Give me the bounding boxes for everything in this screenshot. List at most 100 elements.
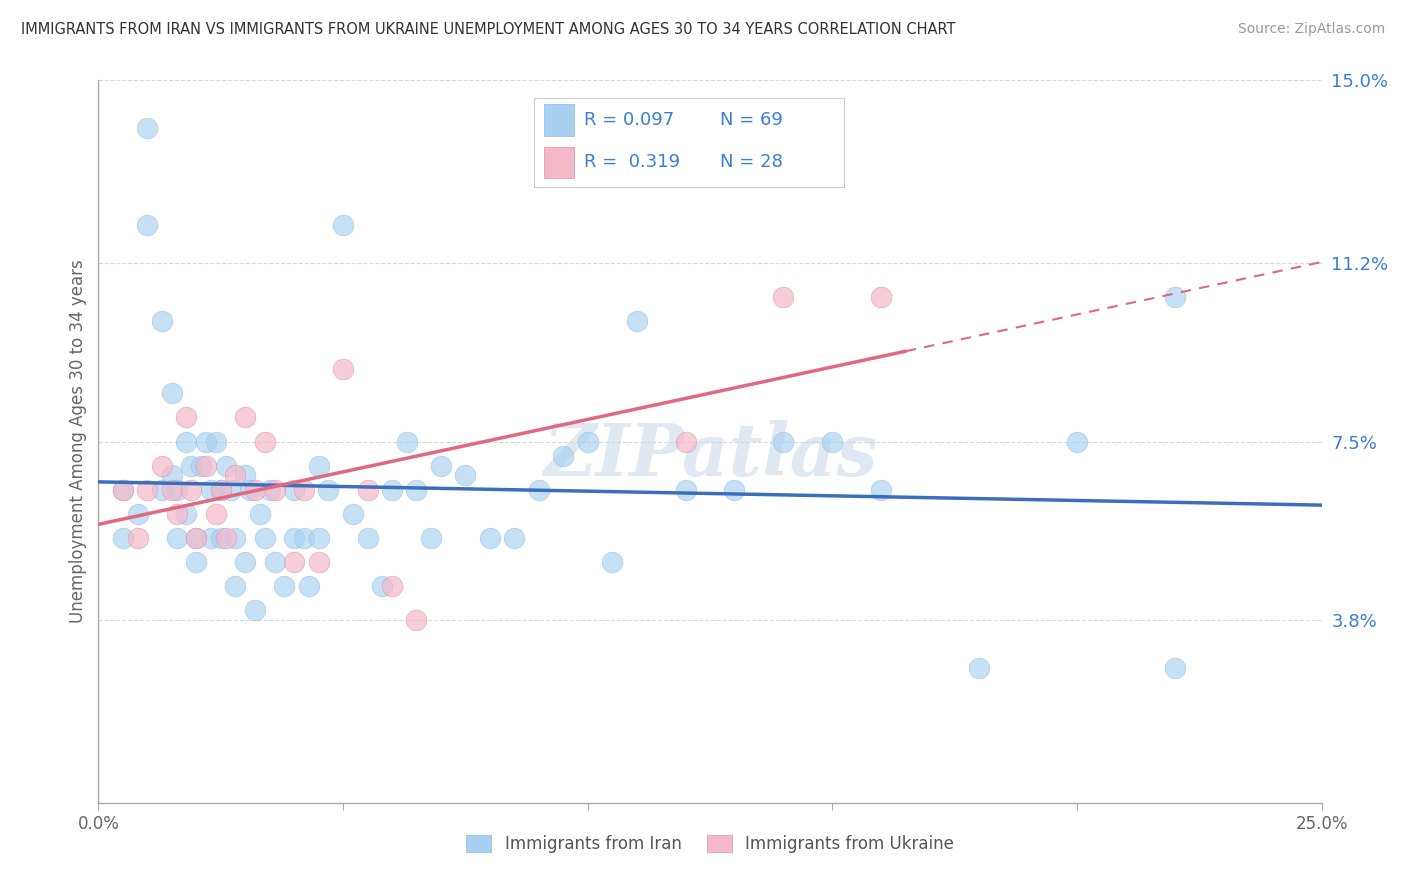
Immigrants from Iran — [821, 434, 844, 449]
Immigrants from Iran — [772, 434, 794, 449]
Immigrants from Ukraine — [160, 483, 183, 497]
Immigrants from Iran — [430, 458, 453, 473]
Text: Source: ZipAtlas.com: Source: ZipAtlas.com — [1237, 22, 1385, 37]
Immigrants from Iran — [176, 434, 198, 449]
Immigrants from Iran — [527, 483, 550, 497]
Immigrants from Iran — [214, 458, 236, 473]
Immigrants from Iran — [160, 468, 183, 483]
Immigrants from Ukraine — [205, 507, 228, 521]
Y-axis label: Unemployment Among Ages 30 to 34 years: Unemployment Among Ages 30 to 34 years — [69, 260, 87, 624]
Text: N = 69: N = 69 — [720, 111, 783, 128]
Legend: Immigrants from Iran, Immigrants from Ukraine: Immigrants from Iran, Immigrants from Uk… — [460, 828, 960, 860]
Immigrants from Ukraine — [675, 434, 697, 449]
Text: ZIPatlas: ZIPatlas — [543, 420, 877, 491]
Immigrants from Iran — [259, 483, 281, 497]
Immigrants from Iran — [186, 555, 208, 569]
Immigrants from Ukraine — [111, 483, 134, 497]
Immigrants from Iran — [166, 531, 188, 545]
Immigrants from Ukraine — [243, 483, 266, 497]
Immigrants from Iran — [675, 483, 697, 497]
Text: R = 0.097: R = 0.097 — [583, 111, 673, 128]
Immigrants from Iran — [249, 507, 271, 521]
Immigrants from Ukraine — [233, 410, 256, 425]
Immigrants from Iran — [253, 531, 276, 545]
Immigrants from Iran — [600, 555, 623, 569]
Immigrants from Iran — [723, 483, 745, 497]
Immigrants from Iran — [283, 483, 305, 497]
Immigrants from Iran — [308, 531, 330, 545]
Immigrants from Ukraine — [283, 555, 305, 569]
Immigrants from Ukraine — [214, 531, 236, 545]
Immigrants from Iran — [395, 434, 418, 449]
Immigrants from Iran — [224, 531, 246, 545]
Immigrants from Iran — [127, 507, 149, 521]
Immigrants from Ukraine — [150, 458, 173, 473]
Immigrants from Ukraine — [292, 483, 315, 497]
Immigrants from Ukraine — [176, 410, 198, 425]
Immigrants from Iran — [870, 483, 893, 497]
Text: R =  0.319: R = 0.319 — [583, 153, 681, 171]
Immigrants from Iran — [292, 531, 315, 545]
Immigrants from Iran — [478, 531, 501, 545]
Immigrants from Iran — [166, 483, 188, 497]
Immigrants from Iran — [224, 579, 246, 593]
Immigrants from Iran — [576, 434, 599, 449]
Immigrants from Iran — [503, 531, 526, 545]
Immigrants from Iran — [150, 314, 173, 328]
Immigrants from Iran — [405, 483, 427, 497]
Immigrants from Iran — [209, 483, 232, 497]
Immigrants from Ukraine — [195, 458, 218, 473]
Immigrants from Iran — [209, 531, 232, 545]
Immigrants from Iran — [176, 507, 198, 521]
Immigrants from Iran — [205, 434, 228, 449]
Immigrants from Iran — [160, 386, 183, 401]
Immigrants from Ukraine — [308, 555, 330, 569]
Immigrants from Iran — [111, 531, 134, 545]
Immigrants from Iran — [136, 121, 159, 136]
Immigrants from Iran — [263, 555, 285, 569]
Immigrants from Iran — [233, 555, 256, 569]
Immigrants from Iran — [219, 483, 242, 497]
Immigrants from Iran — [233, 468, 256, 483]
Immigrants from Ukraine — [224, 468, 246, 483]
Immigrants from Ukraine — [253, 434, 276, 449]
Immigrants from Iran — [626, 314, 648, 328]
Immigrants from Iran — [200, 483, 222, 497]
Immigrants from Iran — [150, 483, 173, 497]
Immigrants from Iran — [273, 579, 295, 593]
Immigrants from Ukraine — [381, 579, 404, 593]
Immigrants from Iran — [195, 434, 218, 449]
Immigrants from Iran — [243, 603, 266, 617]
Immigrants from Iran — [1164, 661, 1187, 675]
Immigrants from Iran — [111, 483, 134, 497]
Immigrants from Iran — [190, 458, 212, 473]
Immigrants from Ukraine — [166, 507, 188, 521]
Immigrants from Iran — [180, 458, 202, 473]
Immigrants from Ukraine — [180, 483, 202, 497]
Immigrants from Iran — [1164, 290, 1187, 304]
Immigrants from Ukraine — [772, 290, 794, 304]
Immigrants from Iran — [553, 449, 575, 463]
Immigrants from Ukraine — [186, 531, 208, 545]
Immigrants from Iran — [308, 458, 330, 473]
Immigrants from Iran — [239, 483, 262, 497]
Immigrants from Ukraine — [127, 531, 149, 545]
Immigrants from Iran — [186, 531, 208, 545]
Immigrants from Iran — [283, 531, 305, 545]
Immigrants from Ukraine — [332, 362, 354, 376]
Immigrants from Ukraine — [136, 483, 159, 497]
Immigrants from Iran — [332, 218, 354, 232]
Immigrants from Ukraine — [209, 483, 232, 497]
Immigrants from Ukraine — [405, 613, 427, 627]
Bar — [544, 147, 575, 178]
Immigrants from Iran — [420, 531, 443, 545]
Immigrants from Iran — [371, 579, 394, 593]
Immigrants from Iran — [967, 661, 990, 675]
Immigrants from Ukraine — [870, 290, 893, 304]
Immigrants from Iran — [356, 531, 378, 545]
Immigrants from Iran — [342, 507, 364, 521]
Immigrants from Ukraine — [263, 483, 285, 497]
Immigrants from Iran — [381, 483, 404, 497]
Bar — [544, 104, 575, 136]
Immigrants from Iran — [298, 579, 321, 593]
